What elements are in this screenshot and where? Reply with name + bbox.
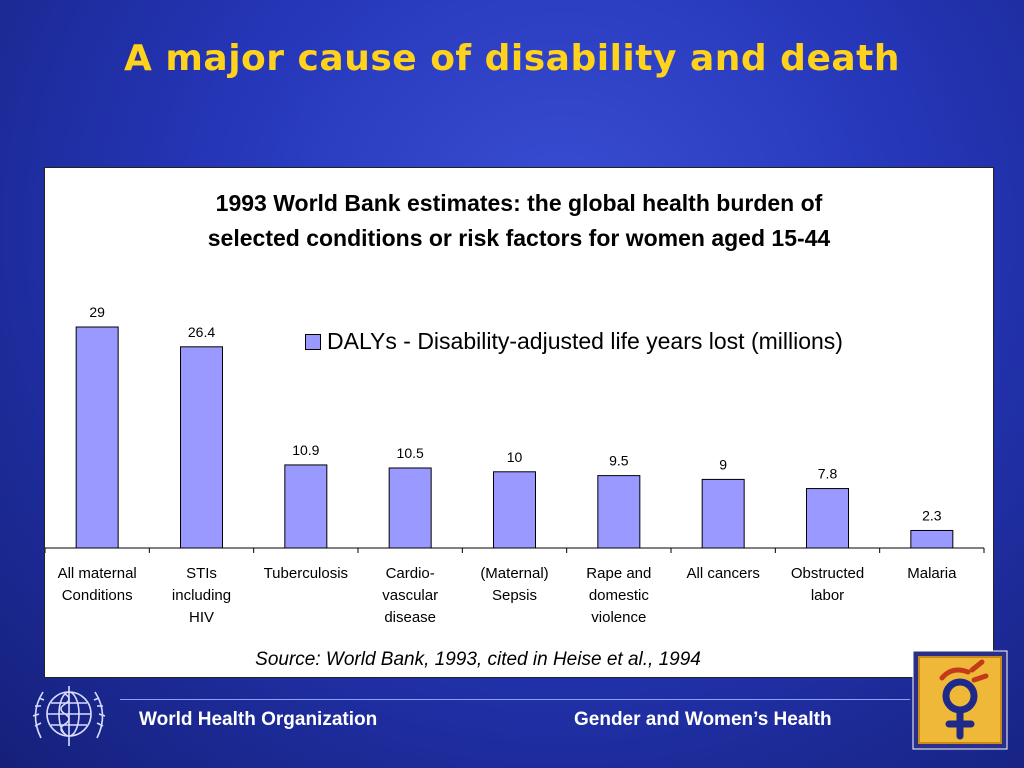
data-label: 10 xyxy=(507,449,523,465)
x-tick-label: (Maternal) Sepsis xyxy=(480,565,548,604)
chart-title-line-2: selected conditions or risk factors for … xyxy=(207,225,831,251)
x-tick-label: Obstructed labor xyxy=(791,565,864,604)
x-tick-label: Tuberculosis xyxy=(264,565,348,582)
chart-title: 1993 World Bank estimates: the global he… xyxy=(45,186,993,256)
bar-chart: 29 All maternal Conditions 26.4 STIs includin… xyxy=(45,304,985,626)
x-tick-label: All cancers xyxy=(686,565,759,582)
legend-label: DALYs - Disability-adjusted life years l… xyxy=(327,328,843,354)
chart-panel: 1993 World Bank estimates: the global he… xyxy=(44,167,994,678)
x-tick-label: All maternal Conditions xyxy=(58,565,137,604)
bar xyxy=(75,326,119,549)
chart-title-line-1: 1993 World Bank estimates: the global he… xyxy=(215,190,823,216)
data-label: 29 xyxy=(89,304,105,320)
legend-swatch xyxy=(305,333,321,350)
data-label: 10.5 xyxy=(397,445,424,461)
gender-symbol-logo-icon xyxy=(912,650,1008,750)
bar xyxy=(701,478,745,549)
data-label: 7.8 xyxy=(818,466,838,482)
bar xyxy=(180,346,223,549)
x-tick-label: Cardio-vascular disease xyxy=(382,565,438,626)
bar xyxy=(284,464,328,549)
bar xyxy=(597,475,641,549)
bar xyxy=(910,529,954,549)
who-emblem-icon xyxy=(32,686,106,746)
slide-title: A major cause of disability and death xyxy=(124,38,900,79)
bar xyxy=(806,488,849,549)
data-label: 10.9 xyxy=(292,442,319,458)
footer-organization: World Health Organization xyxy=(139,709,378,730)
footer-program: Gender and Women’s Health xyxy=(574,709,832,730)
data-label: 2.3 xyxy=(922,507,942,523)
data-label: 9.5 xyxy=(609,453,629,469)
x-tick-label: Rape and domestic violence xyxy=(586,565,651,626)
data-label: 9 xyxy=(719,456,727,472)
bar xyxy=(388,467,432,549)
chart-legend: DALYs - Disability-adjusted life years l… xyxy=(305,328,843,355)
data-label: 26.4 xyxy=(188,324,215,340)
bar xyxy=(493,471,536,549)
footer-divider xyxy=(120,699,910,700)
x-tick-label: Malaria xyxy=(907,565,957,582)
source-note: Source: World Bank, 1993, cited in Heise… xyxy=(255,649,701,670)
x-tick-label: STIs including HIV xyxy=(172,565,231,626)
